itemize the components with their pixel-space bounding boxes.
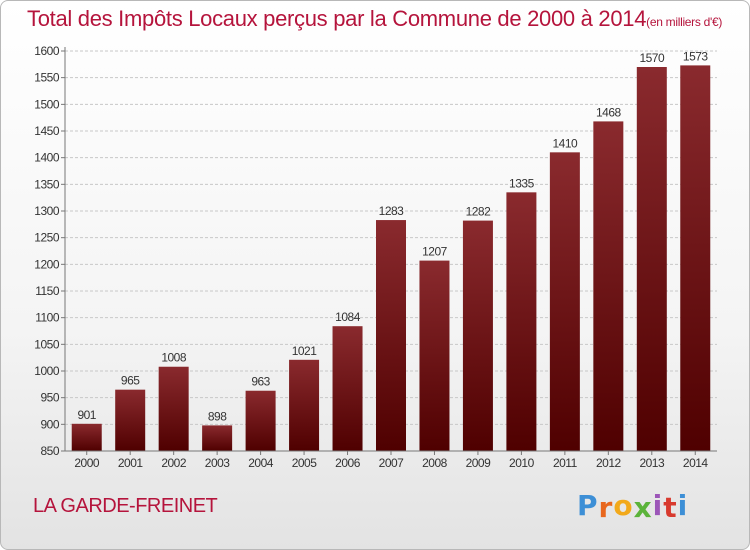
- y-tick-label: 1100: [35, 311, 60, 325]
- logo-letter: P: [577, 489, 599, 522]
- x-tick-label-2003: 2003: [205, 456, 231, 470]
- chart-title: Total des Impôts Locaux perçus par la Co…: [27, 6, 722, 32]
- value-label-2003: 898: [208, 409, 227, 423]
- value-labels: 901 965 1008 898 963 1021 1084 1283 1207 1282 1335…: [77, 49, 708, 423]
- y-tick-label: 1500: [34, 97, 60, 111]
- value-label-2002: 1008: [161, 351, 187, 365]
- x-tick-label-2010: 2010: [509, 456, 535, 470]
- bar-2007: [376, 220, 406, 451]
- bar-2014: [680, 65, 711, 452]
- proxiti-logo: Proxiti: [577, 489, 689, 524]
- value-label-2008: 1207: [422, 245, 448, 259]
- y-tick-label: 1300: [34, 204, 60, 218]
- value-label-2009: 1282: [466, 205, 492, 219]
- value-label-2005: 1021: [292, 344, 318, 358]
- y-tick-label: 950: [40, 391, 59, 405]
- bar-2013: [636, 67, 667, 451]
- y-tick-label: 1050: [34, 337, 60, 351]
- bar-2006: [332, 326, 363, 451]
- y-tick-label: 1400: [34, 151, 60, 165]
- x-tick-label-2008: 2008: [422, 456, 448, 470]
- x-tick-label-2001: 2001: [118, 456, 144, 470]
- x-tick-label-2009: 2009: [466, 456, 492, 470]
- x-tick-label-2007: 2007: [379, 456, 405, 470]
- logo-letter: r: [598, 491, 614, 524]
- bar-2010: [506, 192, 537, 452]
- x-tick-label-2013: 2013: [639, 456, 665, 470]
- bar-2005: [289, 359, 320, 451]
- y-tick-label: 1200: [34, 257, 60, 271]
- logo-letter: x: [633, 491, 653, 524]
- value-label-2011: 1410: [553, 136, 579, 150]
- value-label-2001: 965: [121, 374, 140, 388]
- value-label-2004: 963: [251, 375, 270, 389]
- axes: 850 900 950 1000 1050 1100 1150 1200 1250 1300 135…: [34, 44, 717, 470]
- x-tick-label-2006: 2006: [335, 456, 361, 470]
- bar-2001: [115, 389, 146, 451]
- y-tick-label: 900: [40, 417, 59, 431]
- bar-2002: [158, 366, 189, 451]
- x-tick-label-2012: 2012: [596, 456, 622, 470]
- value-label-2007: 1283: [379, 204, 405, 218]
- value-label-2006: 1084: [335, 310, 361, 324]
- y-tick-label: 850: [40, 444, 59, 458]
- y-tick-label: 1250: [34, 231, 60, 245]
- value-label-2013: 1570: [639, 51, 665, 65]
- chart-title-text: Total des Impôts Locaux perçus par la Co…: [27, 6, 647, 31]
- bar-2008: [419, 260, 450, 451]
- logo-letter: i: [652, 489, 664, 522]
- chart-unit: (en milliers d'€): [646, 15, 723, 29]
- value-label-2010: 1335: [509, 176, 535, 190]
- bar-2004: [245, 390, 276, 451]
- x-tick-label-2011: 2011: [553, 456, 578, 470]
- logo-letter: t: [663, 491, 678, 524]
- bar-2000: [71, 423, 102, 451]
- x-tick-label-2002: 2002: [161, 456, 187, 470]
- value-label-2014: 1573: [683, 49, 709, 63]
- y-tick-label: 1150: [35, 284, 60, 298]
- bar-2011: [549, 152, 580, 452]
- x-tick-label-2000: 2000: [74, 456, 100, 470]
- y-tick-label: 1600: [34, 44, 60, 58]
- bar-2009: [462, 220, 493, 451]
- y-tick-label: 1000: [34, 364, 60, 378]
- y-tick-label: 1550: [34, 71, 60, 85]
- bar-2012: [593, 121, 624, 452]
- value-label-2012: 1468: [596, 105, 622, 119]
- y-tick-label: 1350: [34, 177, 60, 191]
- x-tick-label-2014: 2014: [683, 456, 709, 470]
- value-label-2000: 901: [77, 408, 96, 422]
- commune-name: LA GARDE-FREINET: [33, 495, 218, 517]
- bar-2003: [202, 425, 233, 451]
- y-tick-label: 1450: [34, 124, 60, 138]
- x-tick-label-2005: 2005: [292, 456, 318, 470]
- bars: [71, 65, 711, 452]
- x-tick-label-2004: 2004: [248, 456, 274, 470]
- logo-letter: i: [677, 489, 689, 522]
- logo-letter: o: [613, 489, 634, 522]
